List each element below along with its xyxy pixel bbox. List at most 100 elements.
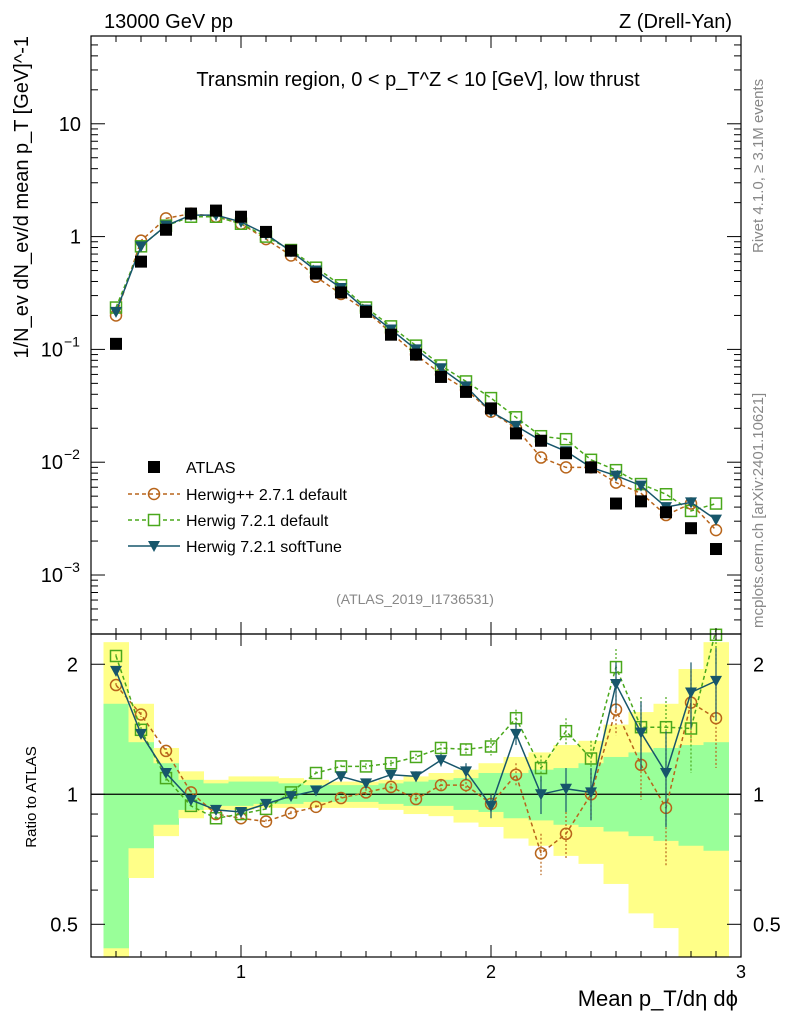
main-y-tick-label: 1 — [70, 227, 81, 249]
ratio-point-softtune — [260, 798, 272, 810]
ratio-point-herwigpp — [384, 780, 398, 794]
ratio-y-tick-label: 2 — [67, 654, 78, 676]
ratio-point-herwigpp — [434, 778, 448, 792]
ratio-point-softtune — [535, 789, 547, 801]
rivet-version-label: Rivet 4.1.0, ≥ 3.1M events — [750, 79, 767, 253]
ratio-point-softtune — [310, 785, 322, 797]
x-tick-label: 2 — [486, 962, 496, 982]
ratio-point-herwig721 — [109, 649, 123, 663]
main-point-atlas — [160, 223, 172, 236]
main-point-atlas — [360, 305, 372, 318]
band-inner-bin — [128, 742, 154, 849]
main-y-tick-exponent: −1 — [64, 333, 80, 349]
ratio-y-tick-label-right: 1 — [753, 784, 764, 806]
ratio-point-herwig721 — [484, 740, 498, 753]
ratio-point-herwigpp — [284, 806, 298, 820]
ratio-point-herwig721 — [384, 756, 398, 770]
band-inner-bin — [703, 742, 729, 851]
ratio-y-tick-label-right: 2 — [753, 654, 764, 676]
main-point-atlas — [560, 447, 572, 460]
ratio-point-herwig721 — [559, 724, 573, 738]
band-inner-bin — [428, 779, 454, 806]
ratio-point-softtune — [485, 800, 497, 812]
header-left: 13000 GeV pp — [104, 11, 233, 33]
main-y-tick-label: 10 — [41, 339, 63, 361]
main-point-herwigpp — [709, 523, 723, 537]
main-line-herwigpp — [115, 212, 717, 531]
legend: ATLAS Herwig++ 2.7.1 default Herwig 7.2.… — [128, 460, 348, 556]
main-point-softtune — [135, 241, 147, 253]
ratio-point-softtune — [110, 665, 122, 677]
x-tick-label: 3 — [736, 962, 746, 982]
main-point-atlas — [210, 204, 222, 217]
ratio-y-tick-label-right: 0.5 — [753, 914, 781, 936]
main-point-softtune — [685, 497, 697, 509]
main-point-atlas — [460, 385, 472, 398]
ratio-point-softtune — [185, 794, 197, 806]
ratio-point-softtune — [335, 771, 347, 783]
main-point-atlas — [260, 225, 272, 238]
ratio-point-herwigpp — [334, 791, 348, 805]
ratio-point-herwig721 — [534, 761, 548, 775]
legend-label-softtune: Herwig 7.2.1 softTune — [186, 539, 342, 556]
main-point-atlas — [535, 434, 547, 447]
legend-marker-softtune — [148, 541, 160, 552]
main-point-atlas — [185, 207, 197, 220]
main-point-softtune — [635, 480, 647, 492]
ratio-point-herwigpp — [159, 744, 173, 758]
mcplots-label: mcplots.cern.ch [arXiv:2401.10621] — [750, 393, 767, 628]
ratio-point-herwig721 — [459, 743, 473, 756]
main-y-tick-label: 10 — [41, 565, 63, 587]
band-inner-bin — [253, 781, 279, 804]
main-y-tick-exponent: −2 — [64, 446, 80, 462]
band-inner-bin — [103, 703, 129, 949]
legend-label-herwig721: Herwig 7.2.1 default — [186, 513, 329, 530]
legend-label-herwigpp: Herwig++ 2.7.1 default — [186, 487, 348, 504]
ratio-point-softtune — [135, 728, 147, 740]
ratio-point-softtune — [210, 804, 222, 816]
ratio-point-softtune — [635, 727, 647, 739]
band-inner-bin — [678, 745, 704, 846]
main-point-atlas — [310, 267, 322, 280]
ratio-point-herwigpp — [509, 768, 523, 781]
legend-marker-herwig721 — [147, 513, 161, 527]
main-point-atlas — [135, 255, 147, 268]
main-point-atlas — [710, 543, 722, 556]
main-series-layer — [109, 204, 723, 556]
ratio-point-softtune — [385, 769, 397, 781]
main-point-atlas — [585, 461, 597, 474]
main-point-herwig721 — [484, 391, 498, 405]
main-point-atlas — [485, 402, 497, 415]
main-point-softtune — [435, 363, 447, 375]
ratio-point-herwig721 — [584, 752, 598, 765]
ratio-point-herwigpp — [559, 827, 573, 841]
ratio-point-herwigpp — [309, 800, 323, 814]
ratio-point-herwig721 — [309, 766, 323, 780]
ratio-point-softtune — [410, 771, 422, 783]
main-point-atlas — [635, 495, 647, 508]
main-point-softtune — [510, 420, 522, 432]
ratio-point-softtune — [685, 687, 697, 699]
main-point-atlas — [610, 497, 622, 510]
main-point-herwig721 — [709, 497, 723, 510]
ratio-point-softtune — [560, 783, 572, 795]
x-axis-label: Mean p_T/dη dϕ — [578, 986, 738, 1011]
ratio-point-herwigpp — [259, 815, 273, 828]
main-point-herwigpp — [559, 461, 573, 474]
main-point-herwig721 — [659, 487, 673, 501]
main-point-atlas — [660, 506, 672, 519]
x-tick-label: 1 — [236, 962, 246, 982]
main-point-atlas — [385, 328, 397, 341]
chart-title: Transmin region, 0 < p_T^Z < 10 [GeV], l… — [196, 69, 640, 91]
main-point-atlas — [685, 522, 697, 535]
ratio-point-herwigpp — [134, 708, 148, 721]
ratio-point-softtune — [585, 787, 597, 799]
ratio-point-softtune — [235, 806, 247, 818]
main-point-atlas — [410, 348, 422, 361]
main-y-tick-label: 10 — [59, 114, 81, 136]
band-inner-bin — [328, 785, 354, 802]
legend-marker-atlas — [148, 461, 160, 473]
main-point-herwigpp — [534, 451, 548, 464]
